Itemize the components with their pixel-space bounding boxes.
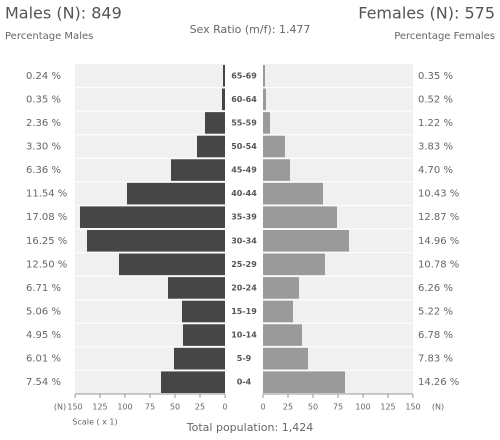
female-percent: 0.52 % — [418, 94, 453, 105]
x-tick-label: 125 — [380, 403, 395, 412]
male-bar — [197, 135, 225, 158]
male-percent: 7.54 % — [26, 377, 61, 388]
female-bar — [263, 300, 293, 323]
female-percent: 4.70 % — [418, 165, 453, 176]
female-percent: 3.83 % — [418, 142, 453, 153]
male-bar — [182, 300, 225, 323]
male-bar — [223, 65, 225, 87]
age-label: 40-44 — [231, 189, 257, 198]
x-tick-label: 25 — [283, 403, 293, 412]
male-bar — [161, 371, 225, 393]
x-tick-label: 0 — [260, 403, 265, 412]
x-tick-label: 50 — [308, 403, 318, 412]
female-percent: 10.78 % — [418, 259, 459, 270]
female-bar — [263, 65, 265, 87]
female-bar — [263, 182, 323, 205]
age-label: 20-24 — [231, 283, 257, 292]
female-percent: 1.22 % — [418, 118, 453, 129]
female-bar — [263, 347, 308, 370]
scale-label: Scale ( x 1) — [72, 418, 117, 427]
female-bar — [263, 371, 345, 393]
male-bar — [127, 182, 225, 205]
female-bar — [263, 159, 290, 181]
male-axis-title: Percentage Males — [5, 31, 93, 42]
male-percent: 4.95 % — [26, 330, 61, 341]
male-bar — [222, 88, 225, 111]
x-tick-label: 50 — [170, 403, 180, 412]
male-percent: 2.36 % — [26, 118, 61, 129]
male-bar — [80, 206, 225, 228]
female-bar — [263, 253, 325, 276]
age-label: 0-4 — [237, 378, 252, 387]
male-bar — [168, 277, 225, 299]
x-tick-label: 100 — [355, 403, 370, 412]
female-bar — [263, 324, 302, 346]
x-tick-label: 75 — [145, 403, 155, 412]
male-percent: 5.06 % — [26, 307, 61, 318]
n-label: (N) — [432, 403, 444, 412]
male-percent: 6.36 % — [26, 165, 61, 176]
female-percent: 5.22 % — [418, 307, 453, 318]
x-tick-label: 0 — [222, 403, 227, 412]
age-label: 35-39 — [231, 213, 257, 222]
male-percent: 6.71 % — [26, 283, 61, 294]
age-label: 15-19 — [231, 307, 257, 316]
male-percent: 11.54 % — [26, 189, 67, 200]
male-bar — [205, 112, 225, 134]
female-percent: 6.26 % — [418, 283, 453, 294]
female-percent: 6.78 % — [418, 330, 453, 341]
x-tick-label: 100 — [117, 403, 132, 412]
male-percent: 0.35 % — [26, 94, 61, 105]
x-tick-label: 150 — [405, 403, 420, 412]
age-label: 45-49 — [231, 166, 257, 175]
male-bar — [174, 347, 225, 370]
female-bar — [263, 230, 349, 252]
female-bar — [263, 112, 270, 134]
female-title: Females (N): 575 — [358, 4, 495, 23]
age-label: 10-14 — [231, 331, 257, 340]
x-tick-label: 75 — [333, 403, 343, 412]
age-label: 65-69 — [231, 71, 257, 80]
male-bar — [87, 230, 225, 252]
x-tick-label: 150 — [67, 403, 82, 412]
x-tick-label: 125 — [92, 403, 107, 412]
male-bar — [119, 253, 225, 276]
male-bar — [171, 159, 225, 181]
age-label: 5-9 — [237, 354, 252, 363]
male-percent: 3.30 % — [26, 142, 61, 153]
age-label: 55-59 — [231, 118, 257, 127]
female-percent: 14.26 % — [418, 377, 459, 388]
female-bar — [263, 206, 337, 228]
age-label: 25-29 — [231, 260, 257, 269]
age-label: 30-34 — [231, 236, 257, 245]
female-percent: 0.35 % — [418, 71, 453, 82]
male-percent: 6.01 % — [26, 354, 61, 365]
male-bar — [183, 324, 225, 346]
female-percent: 14.96 % — [418, 236, 459, 247]
female-percent: 12.87 % — [418, 212, 459, 223]
male-percent: 0.24 % — [26, 71, 61, 82]
male-percent: 17.08 % — [26, 212, 67, 223]
male-percent: 12.50 % — [26, 259, 67, 270]
x-tick-label: 25 — [195, 403, 205, 412]
subtitle: Sex Ratio (m/f): 1.477 — [190, 23, 311, 36]
female-bar — [263, 277, 299, 299]
n-label: (N) — [54, 403, 66, 412]
footer: Total population: 1,424 — [186, 421, 313, 434]
age-label: 50-54 — [231, 142, 257, 151]
female-axis-title: Percentage Females — [394, 31, 495, 42]
female-bar — [263, 88, 266, 111]
male-title: Males (N): 849 — [5, 4, 122, 23]
female-percent: 7.83 % — [418, 354, 453, 365]
age-label: 60-64 — [231, 95, 257, 104]
female-percent: 10.43 % — [418, 189, 459, 200]
male-percent: 16.25 % — [26, 236, 67, 247]
female-bar — [263, 135, 285, 158]
